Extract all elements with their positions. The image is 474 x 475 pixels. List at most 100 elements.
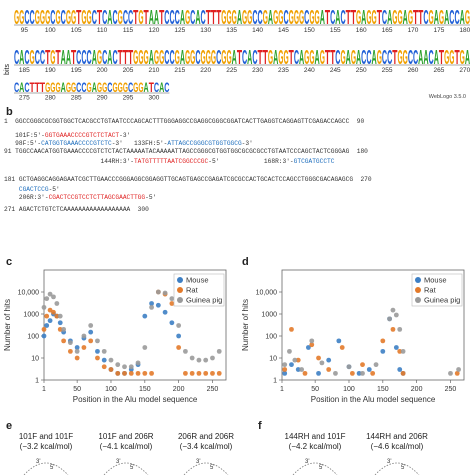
logo-letter: C — [449, 7, 454, 29]
logo-tick-label: 125 — [174, 27, 185, 34]
logo-letter: A — [107, 47, 112, 69]
logo-letter: C — [382, 47, 387, 69]
sequence-line: 101F:5'-GGTGAAACCCCGTCTCTACT-3' — [4, 132, 130, 139]
logo-letter: G — [185, 7, 190, 29]
logo-tick-label: 145 — [278, 27, 289, 34]
x-tick-label: 200 — [411, 386, 423, 393]
logo-tick-label: 210 — [148, 67, 159, 74]
data-point-mouse — [380, 348, 386, 354]
logo-letter: C — [195, 47, 200, 69]
logo-letter: G — [320, 47, 325, 69]
data-point-rat — [370, 370, 376, 376]
primer-blue: ATTAGCCGGGCGTGGTGGCG — [167, 140, 242, 147]
logo-letter: A — [19, 79, 24, 95]
logo-letter: C — [164, 79, 169, 95]
logo-letter: A — [154, 7, 159, 29]
y-tick-label: 1000 — [23, 312, 39, 319]
logo-letter: C — [14, 47, 19, 69]
logo-letter: C — [61, 7, 66, 29]
logo-letter: C — [35, 47, 40, 69]
data-point-guinea-pig — [456, 367, 461, 372]
logo-letter: G — [408, 7, 413, 29]
logo-letter: C — [87, 47, 92, 69]
logo-letter: G — [294, 7, 299, 29]
primer-blue: CGACTCCG — [18, 186, 49, 193]
logo-letter: G — [201, 47, 206, 69]
legend-marker — [415, 277, 421, 283]
panel-f-letter: f — [258, 420, 262, 432]
data-point-guinea-pig — [149, 304, 154, 310]
data-point-rat — [196, 370, 202, 376]
logo-tick-label: 100 — [45, 27, 56, 34]
logo-letter: A — [444, 7, 449, 29]
data-point-rat — [397, 348, 403, 354]
logo-letter: A — [19, 47, 24, 69]
data-point-rat — [61, 338, 67, 344]
data-point-mouse — [162, 309, 168, 315]
data-point-rat — [183, 370, 188, 376]
logo-letter: G — [465, 7, 470, 29]
y-axis-label: Number of hits — [3, 299, 12, 351]
logo-letter: G — [50, 79, 55, 95]
logo-letter: A — [460, 7, 465, 29]
logo-letter: C — [169, 7, 174, 29]
logo-letter: C — [112, 47, 117, 69]
logo-letter: T — [392, 47, 397, 69]
data-point-rat — [128, 370, 134, 376]
sequence-text: 144RH:3'- — [4, 158, 134, 165]
data-point-guinea-pig — [210, 355, 215, 361]
data-point-rat — [454, 370, 460, 376]
logo-letter: C — [175, 7, 180, 29]
sequence-text — [4, 186, 19, 193]
data-point-guinea-pig — [390, 307, 396, 313]
sequence-text: -3' — [241, 140, 253, 147]
logo-letter: G — [138, 7, 143, 29]
logo-letter: C — [252, 47, 257, 69]
data-point-guinea-pig — [67, 340, 73, 346]
data-point-guinea-pig — [128, 364, 134, 370]
logo-letter: C — [423, 7, 428, 29]
x-tick-label: 250 — [445, 386, 457, 393]
sequence-text: -3' 133FH:5'- — [111, 140, 168, 147]
logo-letter: A — [465, 47, 470, 69]
logo-letter: C — [92, 7, 97, 29]
panel-d-letter: d — [242, 256, 249, 268]
logo-letter: G — [97, 79, 102, 95]
data-point-mouse — [47, 318, 53, 324]
logo-letter: A — [273, 47, 278, 69]
data-point-guinea-pig — [309, 338, 315, 344]
primer-pair-name: 101F and 206R — [98, 432, 154, 441]
logo-letter: G — [309, 47, 314, 69]
data-point-rat — [390, 326, 396, 332]
logo-letter: C — [24, 7, 29, 29]
logo-letter: C — [102, 7, 107, 29]
logo-letter: G — [133, 79, 138, 95]
data-point-rat — [176, 345, 182, 350]
logo-letter: C — [340, 7, 345, 29]
data-point-rat — [67, 348, 73, 354]
data-point-guinea-pig — [333, 370, 338, 376]
sequence-text: -5' 168R:3'- — [208, 158, 294, 165]
logo-letter: A — [180, 47, 185, 69]
logo-letter: G — [268, 47, 273, 69]
logo-letter: G — [247, 7, 252, 29]
data-point-rat — [169, 301, 175, 306]
data-point-rat — [289, 326, 294, 332]
logo-letter: T — [258, 47, 263, 69]
logo-letter: G — [289, 7, 294, 29]
sequence-text: 98F:5'- — [4, 140, 42, 147]
logo-tick-label: 235 — [278, 67, 289, 74]
logo-tick-label: 215 — [174, 67, 185, 74]
logo-tick-label: 285 — [71, 95, 82, 101]
logo-letter: T — [325, 7, 330, 29]
logo-tick-label: 165 — [382, 27, 393, 34]
logo-letter: G — [242, 7, 247, 29]
panel-e-pairs: 101F and 101F (−3.2 kcal/mol) 3' 5' 101F and… — [0, 432, 260, 475]
sequence-text: 1 GGCCGGGCGCGGTGGCTCACGCCTGTAATCCCAGCACT… — [4, 118, 365, 125]
logo-tick-label: 135 — [226, 27, 237, 34]
logo-letter: G — [154, 47, 159, 69]
data-point-guinea-pig — [189, 355, 195, 361]
logo-letter: G — [102, 79, 107, 95]
logo-letter: A — [320, 7, 325, 29]
